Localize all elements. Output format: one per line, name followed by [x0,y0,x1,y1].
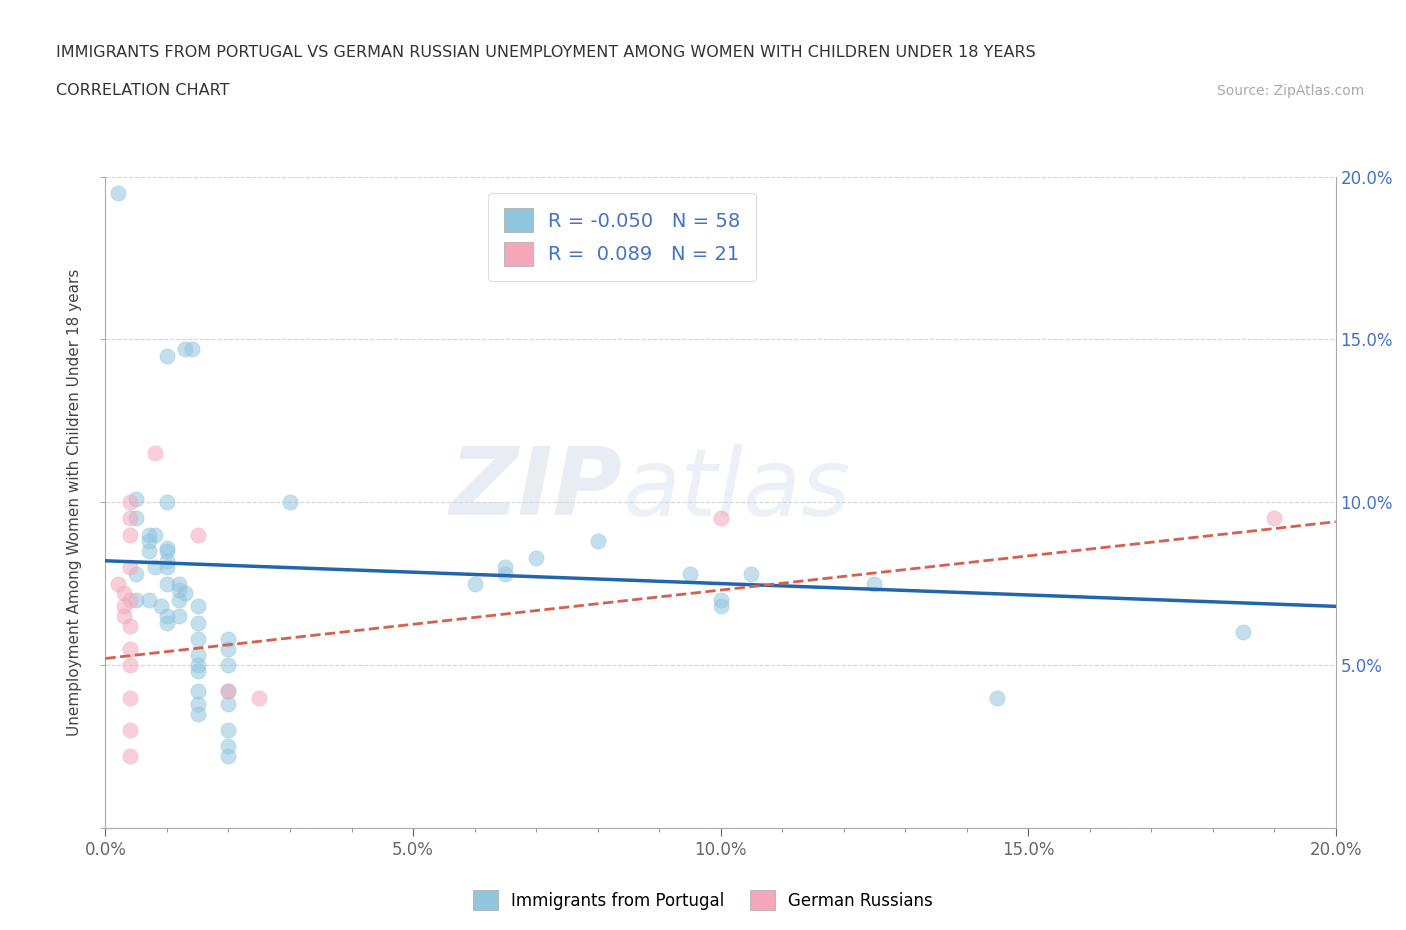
Point [125,492,148,507]
Point [586,534,609,549]
Point [247,690,270,705]
Point [125,512,148,526]
Point [138,534,160,549]
Point [120,495,141,510]
Point [218,658,240,672]
Point [679,566,702,581]
Point [278,495,301,510]
Point [156,495,179,510]
Point [107,186,129,201]
Point [112,586,135,601]
Point [143,527,166,542]
Point [494,560,516,575]
Point [218,723,240,737]
Point [218,642,240,657]
Point [464,577,486,591]
Point [120,527,141,542]
Point [187,697,209,711]
Point [740,566,762,581]
Point [187,631,209,646]
Text: atlas: atlas [621,444,851,535]
Point [524,551,547,565]
Point [174,342,197,357]
Point [218,738,240,753]
Point [156,540,179,555]
Point [156,349,179,364]
Point [710,512,733,526]
Legend: R = -0.050   N = 58, R =  0.089   N = 21: R = -0.050 N = 58, R = 0.089 N = 21 [488,193,756,281]
Point [169,609,191,624]
Point [169,592,191,607]
Point [120,642,141,657]
Point [863,577,886,591]
Point [187,658,209,672]
Point [187,684,209,698]
Point [143,446,166,461]
Point [125,592,148,607]
Point [156,577,179,591]
Point [187,616,209,631]
Point [156,553,179,568]
Point [218,697,240,711]
Point [120,592,141,607]
Point [986,690,1008,705]
Text: IMMIGRANTS FROM PORTUGAL VS GERMAN RUSSIAN UNEMPLOYMENT AMONG WOMEN WITH CHILDRE: IMMIGRANTS FROM PORTUGAL VS GERMAN RUSSI… [56,46,1036,60]
Point [180,342,202,357]
Point [187,648,209,663]
Point [169,577,191,591]
Point [218,749,240,764]
Point [138,527,160,542]
Point [138,543,160,558]
Point [1232,625,1254,640]
Point [218,684,240,698]
Point [112,609,135,624]
Point [120,690,141,705]
Point [218,631,240,646]
Point [120,749,141,764]
Point [156,616,179,631]
Point [218,684,240,698]
Point [120,658,141,672]
Point [120,723,141,737]
Point [120,512,141,526]
Text: CORRELATION CHART: CORRELATION CHART [56,83,229,98]
Point [112,599,135,614]
Point [187,527,209,542]
Point [710,592,733,607]
Point [1263,512,1285,526]
Point [174,586,197,601]
Point [120,560,141,575]
Y-axis label: Unemployment Among Women with Children Under 18 years: Unemployment Among Women with Children U… [67,269,82,736]
Point [187,599,209,614]
Point [710,599,733,614]
Point [169,582,191,598]
Point [149,599,172,614]
Point [143,560,166,575]
Point [156,543,179,558]
Text: ZIP: ZIP [450,444,621,535]
Point [120,618,141,633]
Legend: Immigrants from Portugal, German Russians: Immigrants from Portugal, German Russian… [467,884,939,917]
Point [156,560,179,575]
Point [187,664,209,679]
Point [107,577,129,591]
Point [187,707,209,722]
Point [156,609,179,624]
Point [138,592,160,607]
Point [125,566,148,581]
Text: Source: ZipAtlas.com: Source: ZipAtlas.com [1216,84,1364,98]
Point [494,566,516,581]
